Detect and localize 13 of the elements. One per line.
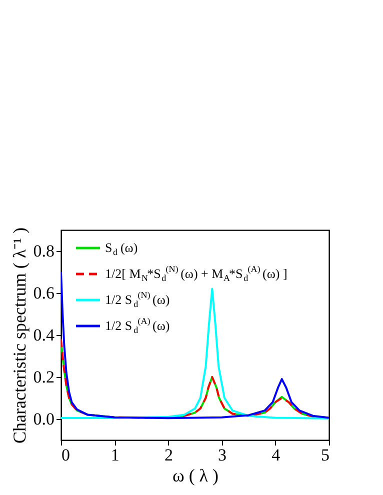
x-tick-label: 0 [62,446,70,464]
y-tick-label: 0.2 [33,368,54,386]
x-axis-title: ω ( λ ) [172,466,219,486]
x-tick-label: 4 [272,446,281,464]
x-tick-label: 2 [164,446,173,464]
x-tick-label: 3 [218,446,227,464]
y-tick-label: 0.6 [33,284,54,302]
x-tick-label: 5 [321,446,330,464]
y-tick-label: 0.8 [33,242,54,260]
y-axis-title: Characteristic spectrum ( λ⁻¹ ) [9,227,30,444]
x-tick-label: 1 [110,446,120,464]
y-tick-label: 0.0 [33,410,54,428]
y-tick-label: 0.4 [33,326,55,344]
